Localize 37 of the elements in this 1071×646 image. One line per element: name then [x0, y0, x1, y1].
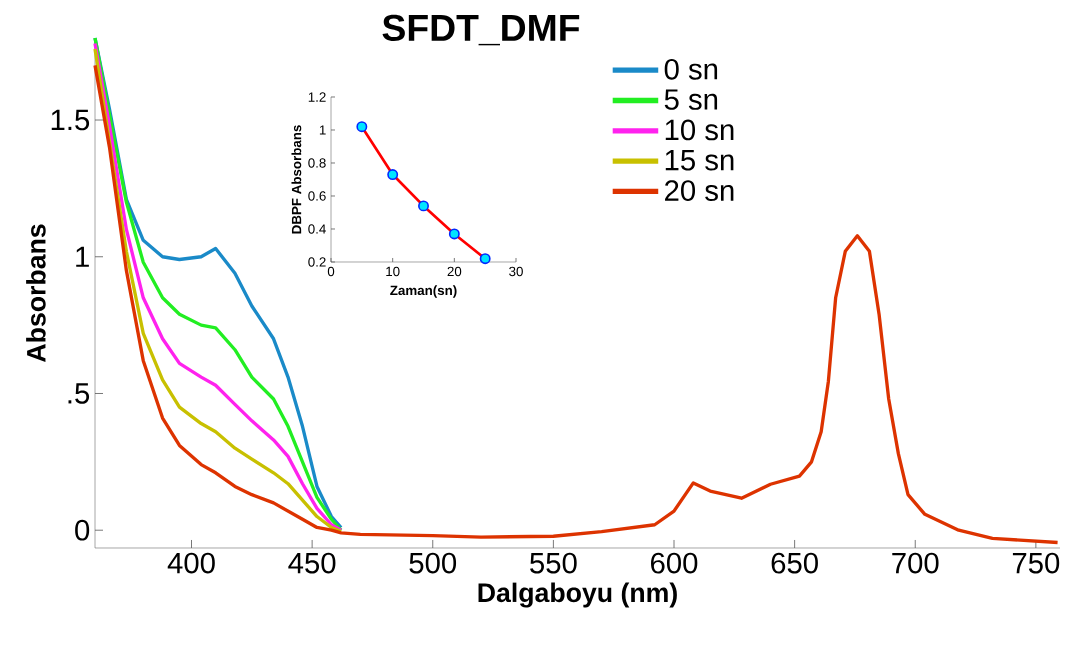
x-tick-label: 0: [327, 266, 335, 277]
x-tick-label: 20: [447, 266, 462, 277]
point: [448, 228, 460, 240]
x-axis-title: Dalgaboyu (nm): [478, 582, 677, 608]
y-tick-label: 0.6: [308, 191, 326, 201]
y-tick-label: 0.2: [308, 257, 326, 267]
x-tick-label: 10: [386, 266, 400, 277]
y-tick-label: 0.4: [308, 224, 326, 234]
x-tick-label: 650: [771, 552, 818, 574]
y-tick-label: 1.5: [51, 109, 90, 131]
point: [479, 253, 491, 265]
x-tick-label: 500: [409, 552, 457, 574]
legend-label: 15 sn: [665, 150, 734, 171]
point: [387, 169, 399, 181]
point: [418, 200, 429, 212]
y-tick-label: 1: [76, 246, 89, 267]
x-axis-title: Zaman(sn): [390, 285, 457, 298]
y-tick-label: 1.2: [308, 92, 326, 102]
x-tick-label: 400: [167, 552, 215, 574]
point: [356, 121, 368, 133]
y-tick-label: 0.8: [308, 158, 326, 168]
y-tick-label: .5: [68, 383, 90, 404]
y-axis-title: DBPF Absorbans: [291, 125, 302, 234]
legend-label: 5 sn: [664, 89, 718, 110]
y-tick-label: 1: [319, 125, 326, 135]
x-tick-label: 700: [892, 552, 939, 574]
legend-label: 10 sn: [665, 119, 734, 141]
y-tick-label: 0: [75, 519, 90, 541]
legend-label: 0 sn: [664, 58, 718, 80]
x-tick-label: 600: [651, 552, 698, 574]
x-tick-label: 550: [530, 552, 577, 574]
x-tick-label: 750: [1012, 552, 1060, 574]
chart-title: SFDT_DMF: [382, 14, 580, 46]
y-axis-title: Absorbans: [26, 224, 46, 362]
x-tick-label: 450: [288, 552, 336, 574]
legend-label: 20 sn: [665, 180, 734, 201]
x-tick-label: 30: [509, 266, 523, 277]
